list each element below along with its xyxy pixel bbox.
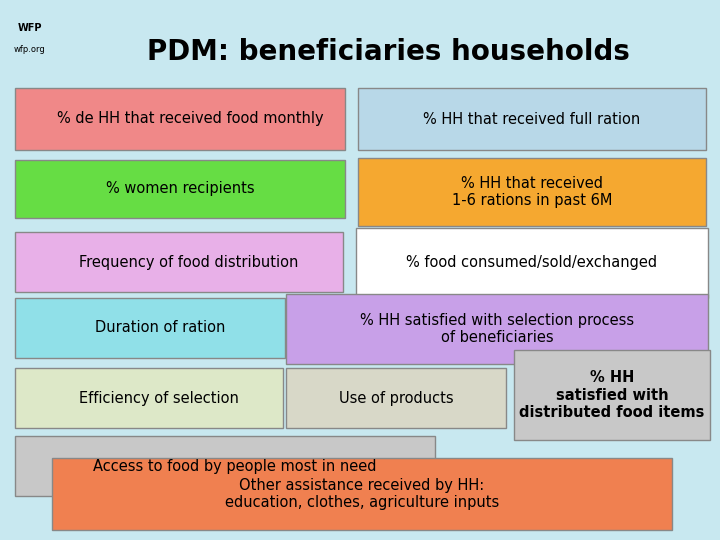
- FancyBboxPatch shape: [286, 294, 708, 364]
- Text: Frequency of food distribution: Frequency of food distribution: [79, 254, 299, 269]
- FancyBboxPatch shape: [15, 160, 345, 218]
- FancyBboxPatch shape: [15, 436, 435, 496]
- Text: Access to food by people most in need: Access to food by people most in need: [94, 458, 377, 474]
- Text: % de HH that received food monthly: % de HH that received food monthly: [57, 111, 323, 126]
- FancyBboxPatch shape: [514, 350, 710, 440]
- Text: % women recipients: % women recipients: [106, 181, 254, 197]
- FancyBboxPatch shape: [356, 228, 708, 298]
- Text: % HH that received full ration: % HH that received full ration: [423, 111, 641, 126]
- Text: wfp.org: wfp.org: [14, 45, 46, 55]
- Text: Duration of ration: Duration of ration: [95, 321, 225, 335]
- Text: Use of products: Use of products: [338, 390, 454, 406]
- FancyBboxPatch shape: [15, 88, 345, 150]
- Text: % HH satisfied with selection process
of beneficiaries: % HH satisfied with selection process of…: [360, 313, 634, 345]
- Text: WFP: WFP: [18, 23, 42, 33]
- Text: Other assistance received by HH:
education, clothes, agriculture inputs: Other assistance received by HH: educati…: [225, 478, 499, 510]
- FancyBboxPatch shape: [358, 88, 706, 150]
- FancyBboxPatch shape: [52, 458, 672, 530]
- FancyBboxPatch shape: [358, 158, 706, 226]
- Text: % HH that received
1-6 rations in past 6M: % HH that received 1-6 rations in past 6…: [452, 176, 612, 208]
- FancyBboxPatch shape: [15, 232, 343, 292]
- FancyBboxPatch shape: [15, 368, 283, 428]
- FancyBboxPatch shape: [15, 298, 285, 358]
- Text: % HH
satisfied with
distributed food items: % HH satisfied with distributed food ite…: [519, 370, 705, 420]
- Text: % food consumed/sold/exchanged: % food consumed/sold/exchanged: [406, 255, 657, 271]
- Text: PDM: beneficiaries households: PDM: beneficiaries households: [148, 38, 630, 66]
- FancyBboxPatch shape: [286, 368, 506, 428]
- Text: Efficiency of selection: Efficiency of selection: [79, 390, 239, 406]
